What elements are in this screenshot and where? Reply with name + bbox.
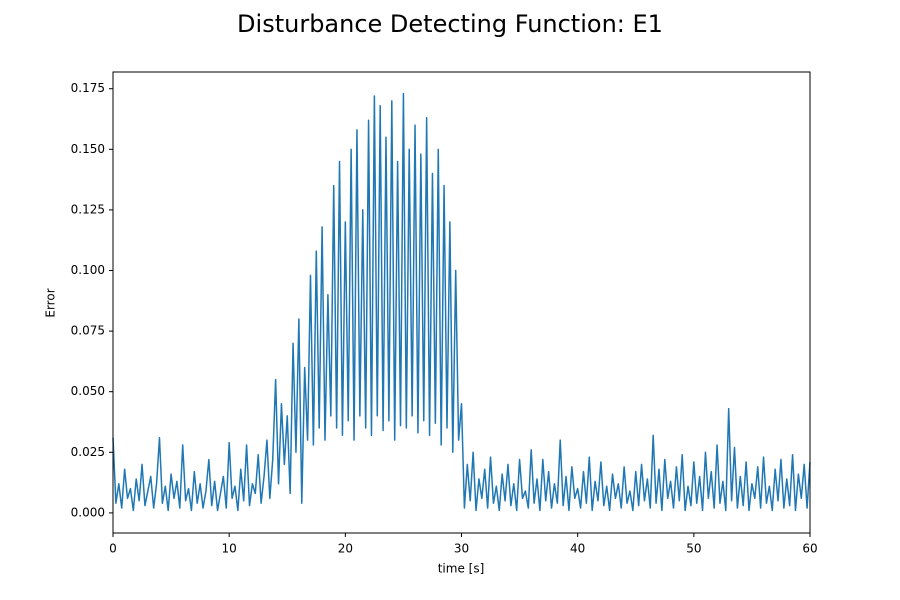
x-tick-label: 30 [454, 542, 469, 556]
y-tick-label: 0.150 [71, 142, 105, 156]
y-tick-label: 0.025 [71, 445, 105, 459]
x-tick-label: 0 [109, 542, 117, 556]
x-tick-label: 10 [222, 542, 237, 556]
data-line [112, 92, 811, 512]
x-tick-label: 20 [338, 542, 353, 556]
x-tick-label: 40 [570, 542, 585, 556]
x-tick-label: 50 [686, 542, 701, 556]
chart-title: Disturbance Detecting Function: E1 [237, 10, 663, 38]
y-tick-label: 0.050 [71, 384, 105, 398]
y-tick-label: 0.175 [71, 81, 105, 95]
y-axis-label: Error [44, 288, 58, 317]
y-tick-label: 0.125 [71, 202, 105, 216]
y-tick-label: 0.075 [71, 324, 105, 338]
x-axis-label: time [s] [438, 562, 485, 576]
y-tick-label: 0.000 [71, 505, 105, 519]
x-tick-label: 60 [802, 542, 817, 556]
y-tick-label: 0.100 [71, 263, 105, 277]
